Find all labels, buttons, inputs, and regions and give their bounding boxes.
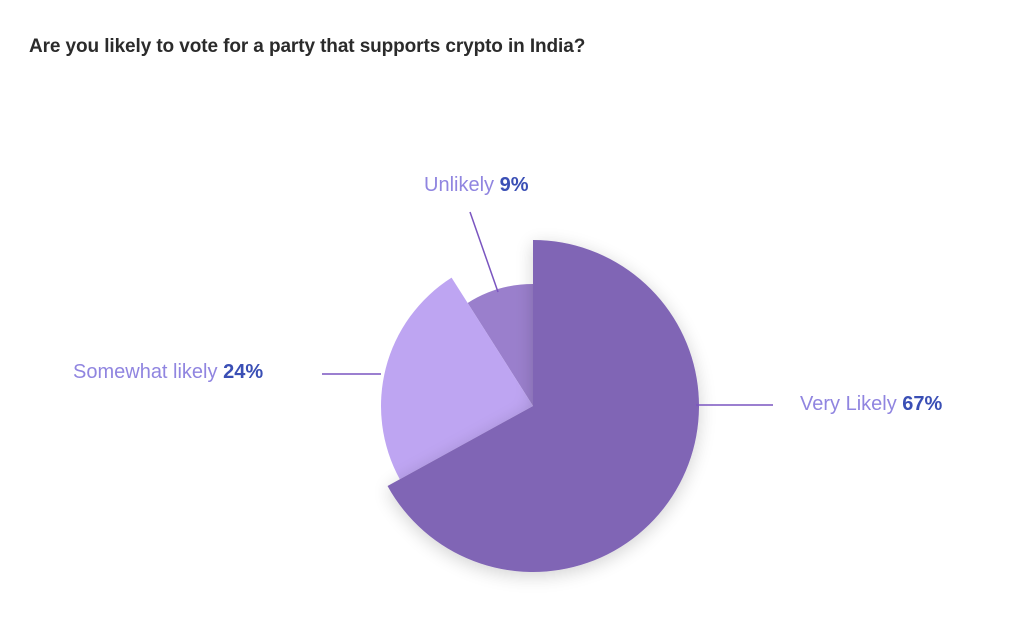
label-unlikely-name: Unlikely xyxy=(424,174,495,196)
label-very-name: Very Likely xyxy=(800,393,897,415)
label-very-pct: 67% xyxy=(902,393,943,415)
label-unlikely: Unlikely 9% xyxy=(424,174,529,197)
label-somewhat-pct: 24% xyxy=(223,361,264,383)
label-somewhat-likely: Somewhat likely 24% xyxy=(73,361,263,384)
slice-unlikely xyxy=(467,284,533,406)
label-unlikely-pct: 9% xyxy=(499,174,529,196)
slice-very-likely xyxy=(387,240,699,573)
slice-somewhat-likely xyxy=(381,277,533,480)
label-somewhat-name: Somewhat likely xyxy=(73,361,218,383)
chart-title: Are you likely to vote for a party that … xyxy=(29,36,586,57)
label-very-likely: Very Likely 67% xyxy=(800,393,942,416)
leader-line-unlikely xyxy=(469,211,499,293)
